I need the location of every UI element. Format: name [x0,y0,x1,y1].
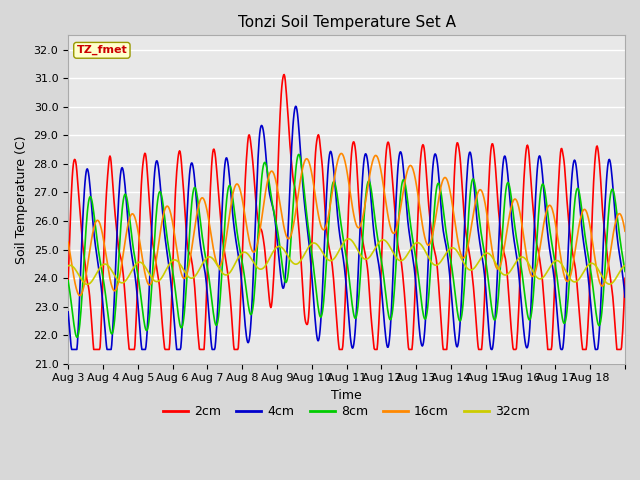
X-axis label: Time: Time [332,389,362,402]
Title: Tonzi Soil Temperature Set A: Tonzi Soil Temperature Set A [237,15,456,30]
Y-axis label: Soil Temperature (C): Soil Temperature (C) [15,135,28,264]
Legend: 2cm, 4cm, 8cm, 16cm, 32cm: 2cm, 4cm, 8cm, 16cm, 32cm [158,400,535,423]
Text: TZ_fmet: TZ_fmet [77,45,127,56]
